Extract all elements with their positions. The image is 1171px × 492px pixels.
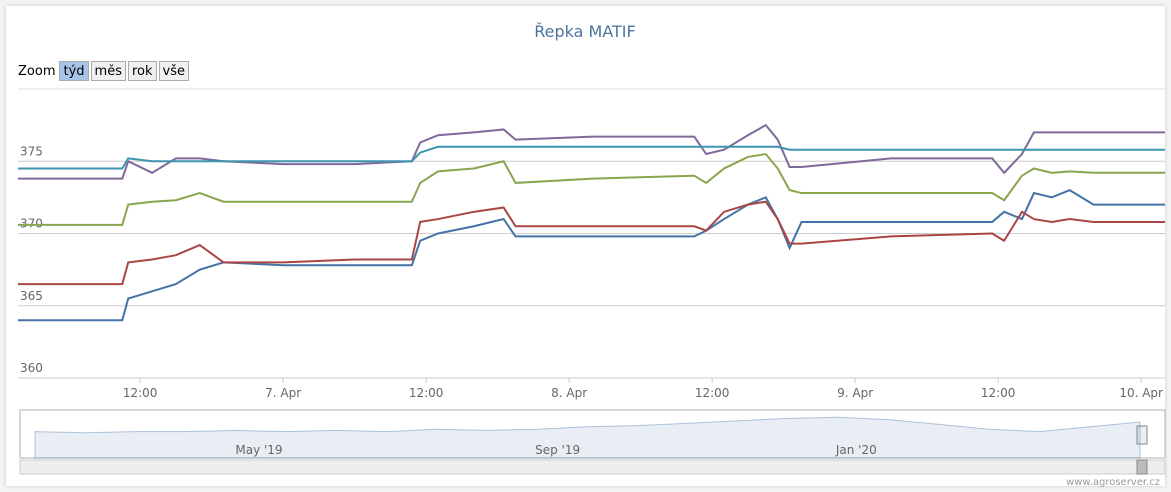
zoom-bar: Zoom týd měs rok vše — [18, 61, 191, 81]
zoom-button[interactable]: týd — [59, 61, 89, 81]
chart-title: Řepka MATIF — [534, 22, 635, 41]
navigator-label: Jan '20 — [835, 443, 877, 457]
x-tick-label: 9. Apr — [837, 386, 873, 400]
credits: www.agroserver.cz — [1066, 477, 1160, 488]
zoom-button[interactable]: vše — [158, 61, 189, 81]
navigator-frame — [19, 409, 1166, 459]
x-tick-label: 12:00 — [123, 386, 158, 400]
series-line — [18, 189, 1165, 322]
y-tick-label: 375 — [20, 144, 43, 158]
page: Řepka MATIF www.agroserver.cz 360 365 370 3… — [6, 6, 1166, 488]
x-tick-label: 12:00 — [409, 386, 444, 400]
y-tick-label: 360 — [20, 361, 43, 375]
navigator-label: May '19 — [235, 443, 282, 457]
zoom-label: Zoom — [18, 63, 56, 79]
x-tick-label: 8. Apr — [551, 386, 587, 400]
navigator-handle[interactable] — [1136, 425, 1148, 445]
series-line — [18, 123, 1165, 180]
series-line — [18, 152, 1165, 226]
x-tick-label: 7. Apr — [265, 386, 301, 400]
navigator-area — [34, 416, 1141, 459]
scrollbar-thumb[interactable] — [1136, 459, 1148, 475]
x-tick-label: 10. Apr — [1119, 386, 1163, 400]
x-tick-label: 12:00 — [981, 386, 1016, 400]
zoom-button[interactable]: měs — [90, 61, 126, 81]
scrollbar[interactable] — [19, 459, 1166, 475]
series-line — [18, 200, 1165, 286]
x-tick-label: 12:00 — [695, 386, 730, 400]
y-tick-label: 365 — [20, 289, 43, 303]
series-line — [18, 145, 1165, 170]
y-tick-label: 370 — [20, 217, 43, 231]
zoom-button[interactable]: rok — [127, 61, 157, 81]
navigator-label: Sep '19 — [535, 443, 580, 457]
